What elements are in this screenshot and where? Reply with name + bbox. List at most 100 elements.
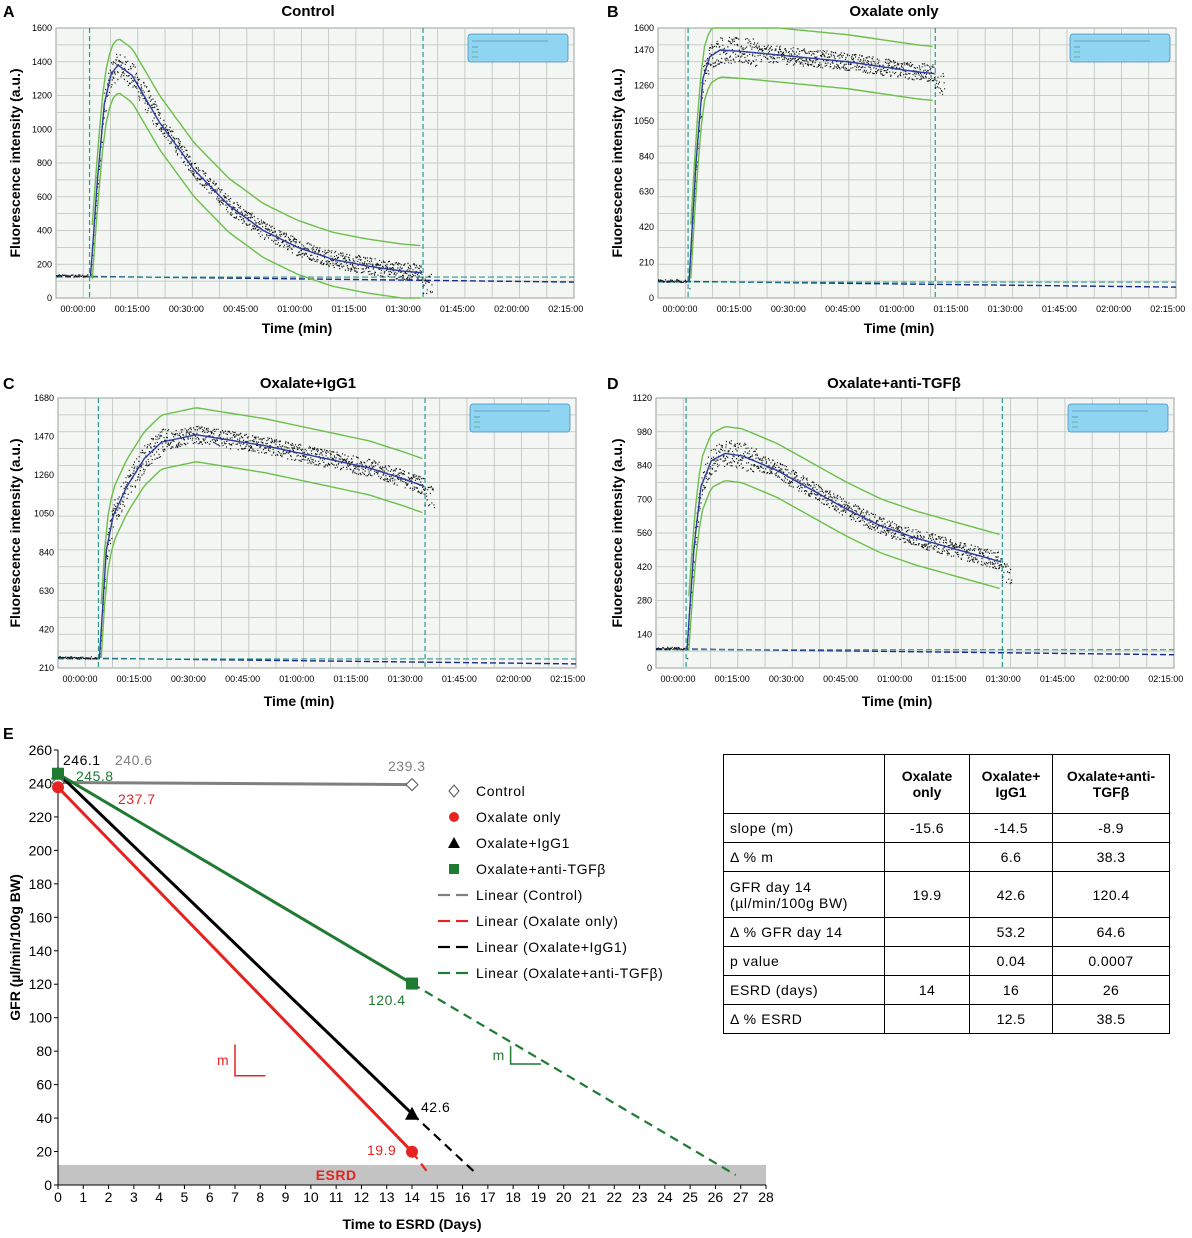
x-tick-label: 01:00:00 <box>279 674 314 684</box>
x-tick-label: 01:00:00 <box>877 674 912 684</box>
x-tick-label: 19 <box>531 1189 547 1205</box>
y-tick-label: 180 <box>29 876 53 892</box>
x-axis-label: Time (min) <box>262 320 333 336</box>
y-axis-label: Fluorescence intensity (a.u.) <box>7 68 23 257</box>
y-tick-label: 0 <box>44 1177 52 1193</box>
data-label: 240.6 <box>115 752 153 768</box>
data-label: 245.8 <box>76 768 114 784</box>
table-row: Δ % m 6.6 38.3 <box>723 842 1170 872</box>
cell <box>884 917 970 947</box>
fit-curve <box>98 433 425 658</box>
y-tick-label: 1470 <box>34 432 54 442</box>
legend-key <box>448 784 460 798</box>
x-tick-label: 01:30:00 <box>988 304 1023 314</box>
lower-envelope <box>690 76 933 279</box>
x-tick-label: 00:15:00 <box>715 674 750 684</box>
x-tick-label: 02:15:00 <box>1148 674 1183 684</box>
x-tick-label: 02:15:00 <box>1150 304 1185 314</box>
cell: 0.0007 <box>1052 946 1170 976</box>
x-tick-label: 00:30:00 <box>169 304 204 314</box>
x-tick-label: 01:45:00 <box>1042 304 1077 314</box>
x-tick-label: 23 <box>632 1189 648 1205</box>
y-tick-label: 1260 <box>34 470 54 480</box>
x-tick-label: 00:00:00 <box>62 674 97 684</box>
y-tick-label: 700 <box>637 494 652 504</box>
esrd-label: ESRD <box>316 1167 357 1183</box>
cell: 26 <box>1052 975 1170 1005</box>
x-tick-label: 02:15:00 <box>550 674 585 684</box>
fit-curve <box>686 452 1002 649</box>
y-axis-label: GFR (µl/min/100g BW) <box>7 874 23 1021</box>
y-tick-label: 200 <box>29 842 53 858</box>
x-tick-label: 01:15:00 <box>331 304 366 314</box>
x-tick-label: 12 <box>354 1189 370 1205</box>
y-tick-label: 1600 <box>32 23 52 33</box>
x-tick-label: 00:00:00 <box>662 304 697 314</box>
cell: 38.5 <box>1052 1004 1170 1034</box>
x-tick-label: 00:45:00 <box>823 674 858 684</box>
x-tick-label: 16 <box>455 1189 471 1205</box>
panel-title: Oxalate+anti-TGFβ <box>827 375 961 392</box>
x-tick-label: 01:30:00 <box>986 674 1021 684</box>
cell: 16 <box>969 975 1053 1005</box>
x-tick-label: 01:15:00 <box>931 674 966 684</box>
y-tick-label: 80 <box>36 1043 52 1059</box>
cell: 14 <box>884 975 970 1005</box>
row-label: p value <box>723 946 885 976</box>
x-tick-label: 01:45:00 <box>440 304 475 314</box>
legend-key <box>449 812 459 822</box>
x-tick-label: 28 <box>758 1189 774 1205</box>
y-tick-label: 1120 <box>633 393 652 403</box>
x-tick-label: 4 <box>155 1189 163 1205</box>
cell: 12.5 <box>969 1004 1053 1034</box>
legend-key <box>448 837 460 848</box>
row-label: Δ % ESRD <box>723 1004 885 1034</box>
x-tick-label: 22 <box>606 1189 622 1205</box>
cell: 6.6 <box>969 842 1053 872</box>
cell: -8.9 <box>1052 813 1170 843</box>
x-tick-label: 01:00:00 <box>277 304 312 314</box>
y-tick-label: 120 <box>29 976 53 992</box>
fluorescence-data-points <box>656 440 1013 660</box>
legend-label: Linear (Oxalate+IgG1) <box>476 939 628 955</box>
y-tick-label: 1000 <box>32 124 52 134</box>
x-tick-label: 00:45:00 <box>223 304 258 314</box>
slope-label: m <box>493 1047 505 1063</box>
y-tick-label: 630 <box>639 187 654 197</box>
y-tick-label: 1050 <box>634 116 654 126</box>
x-tick-label: 6 <box>206 1189 214 1205</box>
panel-title: Control <box>281 3 334 20</box>
row-label: Δ % m <box>723 842 885 872</box>
x-tick-label: 26 <box>708 1189 724 1205</box>
y-tick-label: 420 <box>39 624 54 634</box>
y-tick-label: 420 <box>639 222 654 232</box>
row-label: ESRD (days) <box>723 975 885 1005</box>
table-row: ESRD (days) 14 16 26 <box>723 975 1170 1005</box>
panel-letter: B <box>607 4 619 21</box>
panel-title: Oxalate+IgG1 <box>260 375 356 392</box>
x-tick-label: 00:00:00 <box>660 674 695 684</box>
data-label: 246.1 <box>63 752 101 768</box>
x-tick-label: 01:30:00 <box>386 304 421 314</box>
series-line <box>56 772 414 1115</box>
x-tick-label: 01:15:00 <box>333 674 368 684</box>
y-tick-label: 210 <box>39 663 54 673</box>
y-tick-label: 0 <box>649 293 654 303</box>
y-tick-label: 140 <box>29 943 53 959</box>
upper-envelope <box>690 27 933 225</box>
legend-key <box>449 864 459 874</box>
cell <box>884 842 970 872</box>
x-axis-label: Time (min) <box>862 693 933 709</box>
x-tick-label: 18 <box>505 1189 521 1205</box>
y-tick-label: 840 <box>39 547 54 557</box>
x-tick-label: 02:00:00 <box>1094 674 1129 684</box>
series-line <box>56 786 414 1153</box>
control-marker <box>405 777 419 792</box>
y-tick-label: 240 <box>29 775 53 791</box>
y-tick-label: 400 <box>37 226 52 236</box>
oxalate-marker <box>406 1145 418 1158</box>
y-tick-label: 0 <box>647 663 652 673</box>
fit-curve <box>688 49 935 282</box>
legend-label: Linear (Oxalate+anti-TGFβ) <box>476 965 663 981</box>
upper-envelope <box>91 38 421 247</box>
